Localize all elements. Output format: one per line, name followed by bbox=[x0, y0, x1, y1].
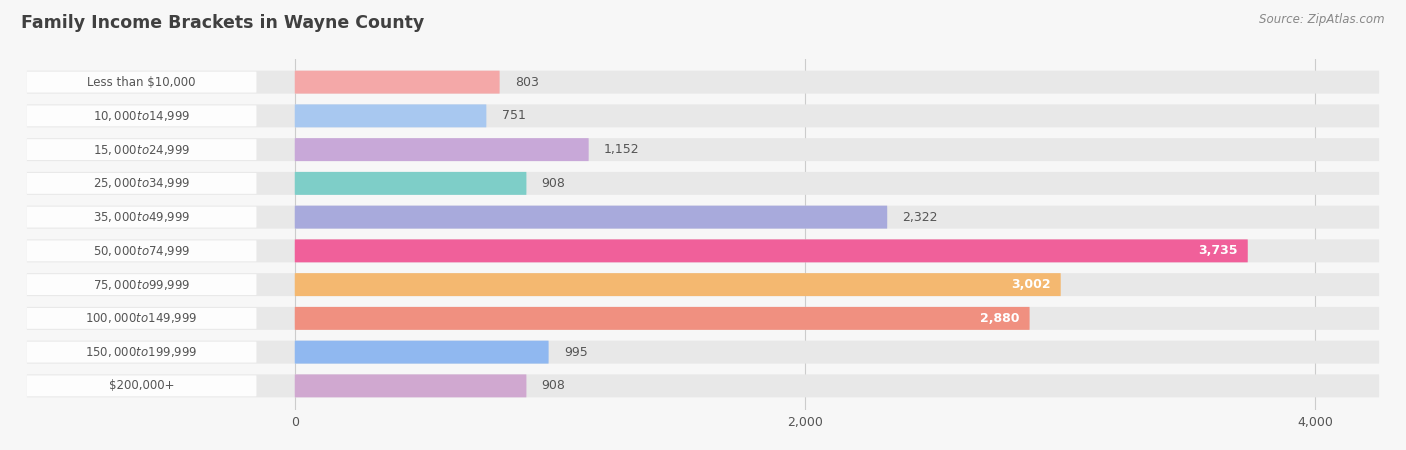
Text: $50,000 to $74,999: $50,000 to $74,999 bbox=[93, 244, 190, 258]
FancyBboxPatch shape bbox=[27, 71, 1379, 94]
Text: $100,000 to $149,999: $100,000 to $149,999 bbox=[86, 311, 198, 325]
FancyBboxPatch shape bbox=[295, 104, 486, 127]
FancyBboxPatch shape bbox=[295, 71, 499, 94]
FancyBboxPatch shape bbox=[295, 374, 526, 397]
FancyBboxPatch shape bbox=[295, 206, 887, 229]
Text: 803: 803 bbox=[515, 76, 538, 89]
Text: 2,322: 2,322 bbox=[903, 211, 938, 224]
FancyBboxPatch shape bbox=[27, 239, 1379, 262]
Text: 995: 995 bbox=[564, 346, 588, 359]
Text: $25,000 to $34,999: $25,000 to $34,999 bbox=[93, 176, 190, 190]
FancyBboxPatch shape bbox=[27, 172, 1379, 195]
FancyBboxPatch shape bbox=[27, 104, 1379, 127]
Text: 908: 908 bbox=[541, 177, 565, 190]
FancyBboxPatch shape bbox=[27, 374, 1379, 397]
Text: $150,000 to $199,999: $150,000 to $199,999 bbox=[86, 345, 198, 359]
FancyBboxPatch shape bbox=[27, 206, 1379, 229]
FancyBboxPatch shape bbox=[295, 307, 1029, 330]
Text: 751: 751 bbox=[502, 109, 526, 122]
FancyBboxPatch shape bbox=[295, 273, 1060, 296]
FancyBboxPatch shape bbox=[295, 239, 1247, 262]
Text: $35,000 to $49,999: $35,000 to $49,999 bbox=[93, 210, 190, 224]
FancyBboxPatch shape bbox=[27, 375, 256, 396]
Text: $15,000 to $24,999: $15,000 to $24,999 bbox=[93, 143, 190, 157]
FancyBboxPatch shape bbox=[27, 207, 256, 228]
Text: $200,000+: $200,000+ bbox=[108, 379, 174, 392]
FancyBboxPatch shape bbox=[295, 172, 526, 195]
FancyBboxPatch shape bbox=[27, 173, 256, 194]
FancyBboxPatch shape bbox=[27, 139, 256, 160]
FancyBboxPatch shape bbox=[27, 307, 1379, 330]
FancyBboxPatch shape bbox=[27, 273, 1379, 296]
Text: $75,000 to $99,999: $75,000 to $99,999 bbox=[93, 278, 190, 292]
FancyBboxPatch shape bbox=[27, 341, 1379, 364]
Text: 1,152: 1,152 bbox=[605, 143, 640, 156]
FancyBboxPatch shape bbox=[27, 308, 256, 329]
FancyBboxPatch shape bbox=[27, 274, 256, 295]
FancyBboxPatch shape bbox=[27, 240, 256, 261]
FancyBboxPatch shape bbox=[27, 105, 256, 126]
FancyBboxPatch shape bbox=[27, 72, 256, 93]
Text: 908: 908 bbox=[541, 379, 565, 392]
Text: Source: ZipAtlas.com: Source: ZipAtlas.com bbox=[1260, 14, 1385, 27]
FancyBboxPatch shape bbox=[27, 342, 256, 363]
Text: Family Income Brackets in Wayne County: Family Income Brackets in Wayne County bbox=[21, 14, 425, 32]
Text: Less than $10,000: Less than $10,000 bbox=[87, 76, 195, 89]
Text: 3,735: 3,735 bbox=[1198, 244, 1237, 257]
FancyBboxPatch shape bbox=[295, 138, 589, 161]
FancyBboxPatch shape bbox=[27, 138, 1379, 161]
Text: 3,002: 3,002 bbox=[1011, 278, 1050, 291]
FancyBboxPatch shape bbox=[295, 341, 548, 364]
Text: $10,000 to $14,999: $10,000 to $14,999 bbox=[93, 109, 190, 123]
Text: 2,880: 2,880 bbox=[980, 312, 1019, 325]
